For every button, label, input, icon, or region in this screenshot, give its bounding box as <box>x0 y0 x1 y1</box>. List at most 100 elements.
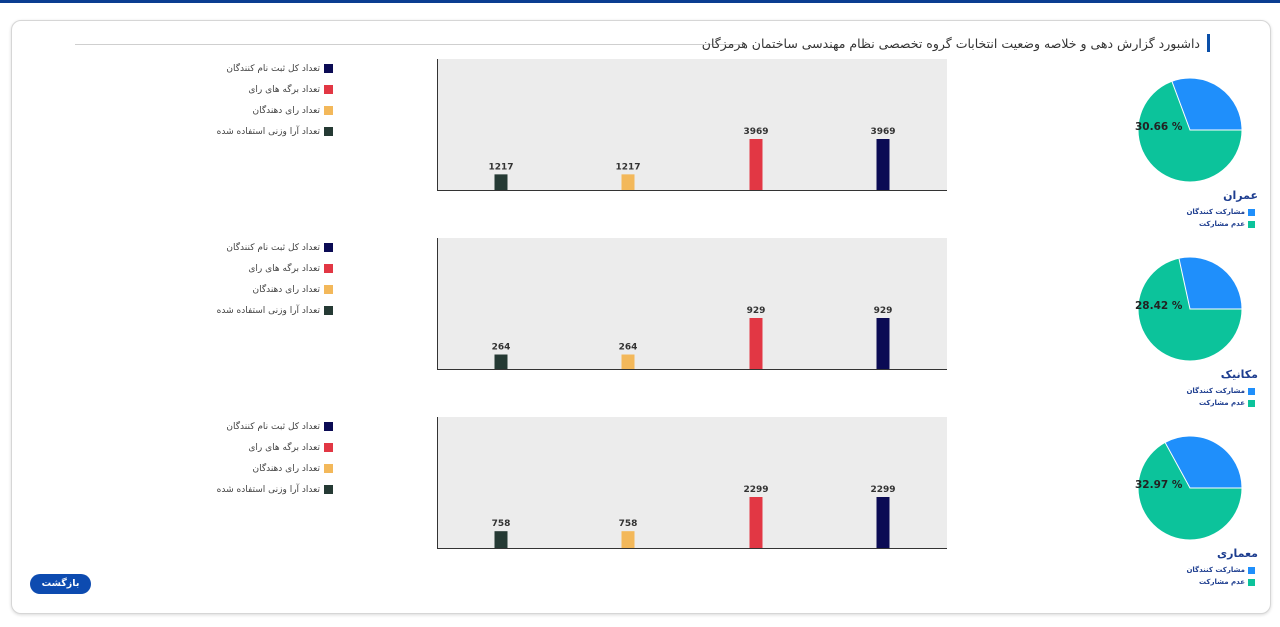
legend-label: تعداد رای دهندگان <box>252 284 320 295</box>
pie-legend-swatch <box>1248 387 1255 395</box>
legend-item-registered[interactable]: تعداد کل ثبت نام کنندگان <box>150 237 333 258</box>
pie-legend-swatch <box>1248 578 1255 586</box>
legend-label: تعداد کل ثبت نام کنندگان <box>226 63 320 74</box>
legend-label: تعداد آرا وزنی استفاده شده <box>216 484 320 495</box>
pie-legend-swatch <box>1248 399 1255 407</box>
pie-chart-3: 32.97 % معماری مشارکت کنندگان عدم مشارکت <box>1125 433 1260 593</box>
legend-item-weighted[interactable]: تعداد آرا وزنی استفاده شده <box>150 300 333 321</box>
legend-label: تعداد آرا وزنی استفاده شده <box>216 126 320 137</box>
legend-item-ballots[interactable]: تعداد برگه های رای <box>150 437 333 458</box>
legend-swatch <box>324 85 333 94</box>
group-name: مکانیک <box>1220 368 1258 381</box>
bar-legend: تعداد کل ثبت نام کنندگان تعداد برگه های ر… <box>150 237 333 321</box>
bar-ballots[interactable] <box>749 318 763 369</box>
pie-slice-participants[interactable] <box>1178 256 1243 310</box>
plot-area <box>437 238 947 369</box>
legend-item-ballots[interactable]: تعداد برگه های رای <box>150 79 333 100</box>
legend-swatch <box>324 464 333 473</box>
pie-legend-non-participants[interactable]: عدم مشارکت <box>1199 578 1255 586</box>
bar-weighted[interactable] <box>494 354 508 369</box>
legend-swatch <box>324 106 333 115</box>
title-accent-mark <box>1207 34 1210 52</box>
pie-legend-label: عدم مشارکت <box>1199 399 1245 407</box>
bar-chart-2: 264 264 929 929 <box>437 238 947 371</box>
legend-item-weighted[interactable]: تعداد آرا وزنی استفاده شده <box>150 121 333 142</box>
pie-svg <box>1137 256 1243 362</box>
legend-item-registered[interactable]: تعداد کل ثبت نام کنندگان <box>150 58 333 79</box>
pie-svg <box>1137 435 1243 541</box>
legend-swatch <box>324 264 333 273</box>
bar-voters[interactable] <box>621 174 635 190</box>
bar-ballots[interactable] <box>749 139 763 190</box>
plot-area <box>437 59 947 190</box>
pie-legend-label: عدم مشارکت <box>1199 578 1245 586</box>
legend-item-voters[interactable]: تعداد رای دهندگان <box>150 279 333 300</box>
bar-value-label: 264 <box>492 343 511 353</box>
bar-value-label: 3969 <box>743 127 768 137</box>
bar-voters[interactable] <box>621 354 635 369</box>
pie-legend-participants[interactable]: مشارکت کنندگان <box>1186 208 1255 216</box>
pie-legend-non-participants[interactable]: عدم مشارکت <box>1199 399 1255 407</box>
pie-slice-participants[interactable] <box>1171 77 1243 131</box>
pie-svg <box>1137 77 1243 183</box>
legend-item-ballots[interactable]: تعداد برگه های رای <box>150 258 333 279</box>
pie-legend-participants[interactable]: مشارکت کنندگان <box>1186 387 1255 395</box>
legend-swatch <box>324 485 333 494</box>
bar-value-label: 758 <box>492 519 511 529</box>
pie-chart-2: 28.42 % مکانیک مشارکت کنندگان عدم مشارکت <box>1125 254 1260 414</box>
legend-label: تعداد رای دهندگان <box>252 105 320 116</box>
pie-legend-participants[interactable]: مشارکت کنندگان <box>1186 566 1255 574</box>
title-row: داشبورد گزارش دهی و خلاصه وضعیت انتخابات… <box>75 34 1210 54</box>
bar-value-label: 2299 <box>743 485 768 495</box>
legend-label: تعداد برگه های رای <box>248 263 320 274</box>
bar-value-label: 264 <box>619 343 638 353</box>
legend-label: تعداد رای دهندگان <box>252 463 320 474</box>
legend-label: تعداد کل ثبت نام کنندگان <box>226 421 320 432</box>
pie-percent-label: 32.97 % <box>1135 479 1183 491</box>
bar-value-label: 929 <box>874 306 893 316</box>
group-name: معماری <box>1217 547 1258 560</box>
plot-area <box>437 417 947 548</box>
bar-value-label: 1217 <box>615 162 640 172</box>
pie-legend-label: مشارکت کنندگان <box>1186 208 1245 216</box>
pie-legend-swatch <box>1248 566 1255 574</box>
legend-swatch <box>324 285 333 294</box>
bar-value-label: 758 <box>619 519 638 529</box>
top-accent-bar <box>0 0 1280 3</box>
legend-item-registered[interactable]: تعداد کل ثبت نام کنندگان <box>150 416 333 437</box>
legend-swatch <box>324 443 333 452</box>
bar-weighted[interactable] <box>494 531 508 548</box>
title-divider <box>75 44 743 45</box>
bar-voters[interactable] <box>621 531 635 548</box>
pie-slice-participants[interactable] <box>1164 435 1243 489</box>
legend-label: تعداد برگه های رای <box>248 84 320 95</box>
legend-swatch <box>324 64 333 73</box>
pie-legend-non-participants[interactable]: عدم مشارکت <box>1199 220 1255 228</box>
bar-legend: تعداد کل ثبت نام کنندگان تعداد برگه های ر… <box>150 416 333 500</box>
legend-swatch <box>324 422 333 431</box>
pie-legend-swatch <box>1248 208 1255 216</box>
pie-legend-label: مشارکت کنندگان <box>1186 566 1245 574</box>
legend-item-voters[interactable]: تعداد رای دهندگان <box>150 100 333 121</box>
legend-item-voters[interactable]: تعداد رای دهندگان <box>150 458 333 479</box>
bar-chart-3: 758 758 2299 2299 <box>437 417 947 550</box>
bar-chart-svg: 1217 1217 3969 3969 <box>437 59 947 191</box>
pie-percent-label: 28.42 % <box>1135 300 1183 312</box>
bar-chart-svg: 758 758 2299 2299 <box>437 417 947 549</box>
legend-swatch <box>324 127 333 136</box>
bar-registered[interactable] <box>876 497 890 548</box>
bar-weighted[interactable] <box>494 174 508 190</box>
group-name: عمران <box>1223 189 1258 202</box>
pie-legend-label: مشارکت کنندگان <box>1186 387 1245 395</box>
legend-item-weighted[interactable]: تعداد آرا وزنی استفاده شده <box>150 479 333 500</box>
page-title: داشبورد گزارش دهی و خلاصه وضعیت انتخابات… <box>701 36 1200 51</box>
bar-value-label: 929 <box>747 306 766 316</box>
legend-label: تعداد کل ثبت نام کنندگان <box>226 242 320 253</box>
bar-registered[interactable] <box>876 139 890 190</box>
pie-percent-label: 30.66 % <box>1135 121 1183 133</box>
back-button[interactable]: بازگشت <box>30 574 91 594</box>
bar-registered[interactable] <box>876 318 890 369</box>
bar-chart-svg: 264 264 929 929 <box>437 238 947 370</box>
bar-ballots[interactable] <box>749 497 763 548</box>
pie-legend-label: عدم مشارکت <box>1199 220 1245 228</box>
